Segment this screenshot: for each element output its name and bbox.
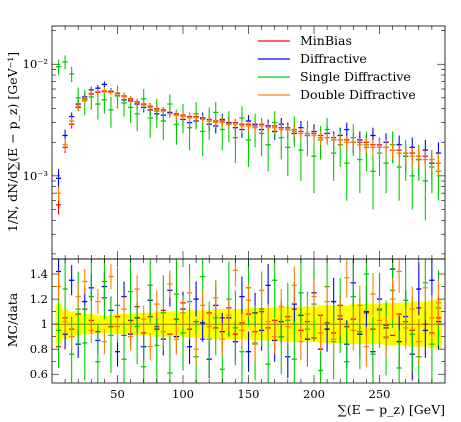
main-y-axis-title: 1/N, dN/d∑(E − p_z) [GeV⁻¹] bbox=[5, 52, 20, 232]
x-tick-label: 100 bbox=[172, 387, 194, 401]
ratio-y-tick-label: 1.4 bbox=[30, 267, 48, 281]
main-x-ticks bbox=[64, 26, 433, 259]
ratio-y-axis: 0.6 0.8 1 1.2 1.4 bbox=[30, 267, 445, 381]
legend-label-double-diffractive: Double Diffractive bbox=[300, 87, 416, 102]
ratio-panel: 0.6 0.8 1 1.2 1.4 50 100 150 200 250 MC/data ∑(E… bbox=[5, 258, 446, 417]
x-tick-label: 200 bbox=[303, 387, 325, 401]
legend-label-diffractive: Diffractive bbox=[300, 51, 367, 66]
x-axis-title: ∑(E − p_z) [GeV] bbox=[338, 402, 445, 417]
main-series-layer bbox=[55, 55, 442, 221]
main-y-tick-label: 10⁻² bbox=[23, 57, 48, 71]
ratio-series-layer bbox=[55, 259, 442, 383]
ratio-y-tick-label: 0.8 bbox=[30, 342, 48, 356]
x-tick-label: 250 bbox=[369, 387, 391, 401]
main-y-axis: 10⁻³ 10⁻² bbox=[23, 30, 445, 255]
main-y-tick-label: 10⁻³ bbox=[23, 169, 49, 183]
ratio-series-double-diffractive bbox=[55, 259, 442, 367]
series-double-diffractive bbox=[55, 87, 442, 201]
main-panel: 10⁻³ 10⁻² MinBias Diffractive Single Diff… bbox=[5, 25, 446, 260]
ratio-y-axis-title: MC/data bbox=[5, 292, 20, 347]
ratio-y-tick-label: 1 bbox=[41, 317, 48, 331]
legend: MinBias Diffractive Single Diffractive D… bbox=[258, 33, 416, 102]
legend-label-single-diffractive: Single Diffractive bbox=[300, 69, 411, 84]
legend-label-minbias: MinBias bbox=[300, 33, 352, 48]
ratio-y-tick-label: 1.2 bbox=[30, 292, 48, 306]
ratio-x-axis: 50 100 150 200 250 bbox=[64, 259, 433, 401]
ratio-y-tick-label: 0.6 bbox=[30, 367, 48, 381]
x-tick-label: 150 bbox=[238, 387, 260, 401]
x-tick-label: 50 bbox=[110, 387, 125, 401]
